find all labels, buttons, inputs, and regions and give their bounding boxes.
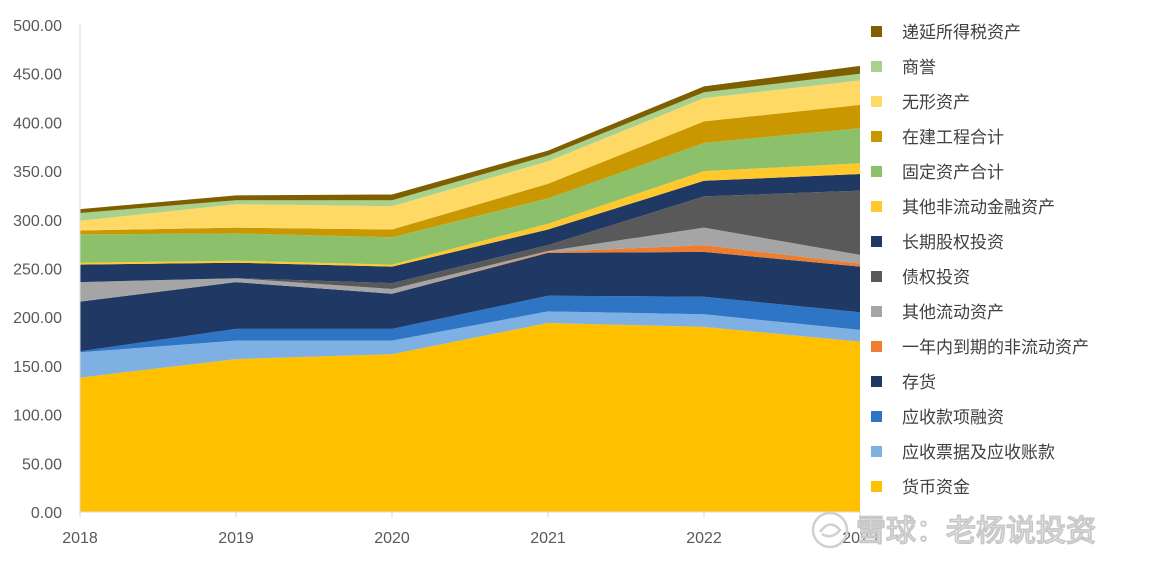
- area-series-1: [80, 311, 860, 378]
- x-tick-label: 2023: [842, 530, 878, 547]
- x-tick-label: 2018: [62, 530, 98, 547]
- y-tick-label: 250.00: [13, 262, 62, 279]
- legend-label: 固定资产合计: [902, 163, 1004, 183]
- x-tick-label: 2022: [686, 530, 722, 547]
- area-layers: [80, 65, 860, 512]
- y-tick-label: 500.00: [13, 18, 62, 35]
- x-tick-label: 2020: [374, 530, 410, 547]
- area-series-5: [80, 227, 860, 302]
- area-series-13: [80, 65, 860, 214]
- legend: 递延所得税资产商誉无形资产在建工程合计固定资产合计其他非流动金融资产长期股权投资…: [871, 23, 1089, 498]
- legend-label: 应收款项融资: [902, 408, 1004, 428]
- area-series-9: [80, 128, 860, 265]
- legend-label: 债权投资: [902, 268, 970, 288]
- area-series-12: [80, 73, 860, 221]
- snowball-logo-icon: [811, 511, 849, 549]
- legend-label: 其他非流动金融资产: [902, 198, 1055, 218]
- legend-swatch: [871, 61, 882, 72]
- watermark: 雪球：老杨说投资: [811, 511, 1096, 549]
- legend-swatch: [871, 411, 882, 422]
- legend-swatch: [871, 26, 882, 37]
- area-series-10: [80, 104, 860, 238]
- y-tick-label: 200.00: [13, 310, 62, 327]
- snowball-logo-swirl: [818, 523, 842, 538]
- y-tick-label: 100.00: [13, 408, 62, 425]
- legend-label: 在建工程合计: [902, 128, 1004, 148]
- legend-swatch: [871, 236, 882, 247]
- legend-swatch: [871, 201, 882, 212]
- legend-swatch: [871, 341, 882, 352]
- legend-swatch: [871, 446, 882, 457]
- watermark-text: 雪球：老杨说投资: [856, 514, 1096, 549]
- legend-label: 货币资金: [902, 478, 970, 498]
- legend-label: 其他流动资产: [902, 303, 1004, 323]
- x-tick-label: 2021: [530, 530, 566, 547]
- legend-label: 存货: [902, 373, 936, 393]
- legend-swatch: [871, 166, 882, 177]
- area-series-3: [80, 251, 860, 352]
- area-series-0: [80, 323, 860, 512]
- area-series-8: [80, 163, 860, 267]
- legend-label: 无形资产: [902, 93, 970, 113]
- legend-label: 应收票据及应收账款: [902, 443, 1055, 463]
- legend-label: 商誉: [902, 58, 936, 78]
- y-tick-label: 0.00: [31, 505, 62, 522]
- legend-swatch: [871, 306, 882, 317]
- legend-swatch: [871, 271, 882, 282]
- legend-label: 长期股权投资: [902, 233, 1004, 253]
- area-series-6: [80, 190, 860, 289]
- y-tick-label: 400.00: [13, 115, 62, 132]
- y-tick-labels: 0.00 50.00 100.00 150.00 200.00 250.00 300.00 3…: [13, 18, 62, 522]
- axes: [79, 25, 860, 513]
- y-tick-label: 150.00: [13, 359, 62, 376]
- x-tick-labels: 2018 2019 2020 2021 2022 2023: [62, 512, 878, 547]
- legend-swatch: [871, 131, 882, 142]
- legend-swatch: [871, 376, 882, 387]
- legend-label: 递延所得税资产: [902, 23, 1021, 43]
- legend-label: 一年内到期的非流动资产: [902, 338, 1089, 358]
- area-series-2: [80, 295, 860, 353]
- x-tick-label: 2019: [218, 530, 254, 547]
- y-tick-label: 300.00: [13, 213, 62, 230]
- legend-swatch: [871, 481, 882, 492]
- y-tick-label: 450.00: [13, 67, 62, 84]
- legend-swatch: [871, 96, 882, 107]
- area-series-11: [80, 80, 860, 231]
- area-series-7: [80, 174, 860, 284]
- y-tick-label: 350.00: [13, 164, 62, 181]
- y-tick-label: 50.00: [22, 456, 62, 473]
